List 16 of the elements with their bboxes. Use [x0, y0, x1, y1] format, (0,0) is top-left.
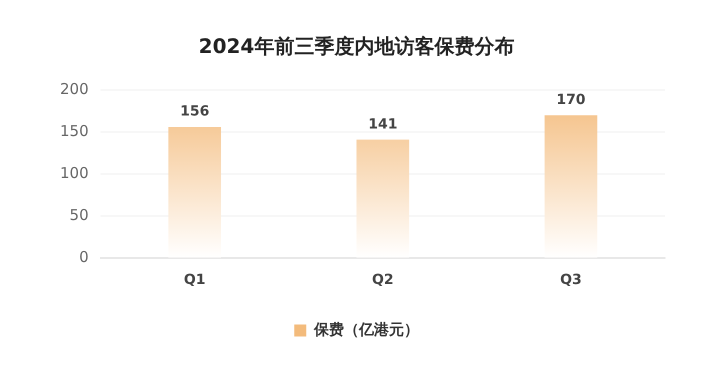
chart-title: 2024年前三季度内地访客保费分布 — [198, 34, 514, 58]
bar — [544, 115, 598, 258]
y-tick-label: 150 — [60, 122, 89, 140]
x-tick-label: Q3 — [560, 272, 582, 288]
data-label: 141 — [368, 116, 398, 132]
y-tick-label: 100 — [60, 164, 89, 182]
data-label: 170 — [556, 92, 586, 108]
legend-label: 保费（亿港元） — [312, 320, 419, 338]
data-label: 156 — [180, 104, 210, 120]
y-tick-label: 200 — [60, 80, 89, 98]
bar — [168, 127, 222, 258]
bar — [356, 140, 410, 258]
y-tick-label: 50 — [70, 206, 89, 224]
x-tick-label: Q1 — [184, 272, 206, 288]
y-tick-label: 0 — [79, 248, 89, 266]
x-tick-label: Q2 — [372, 272, 394, 288]
